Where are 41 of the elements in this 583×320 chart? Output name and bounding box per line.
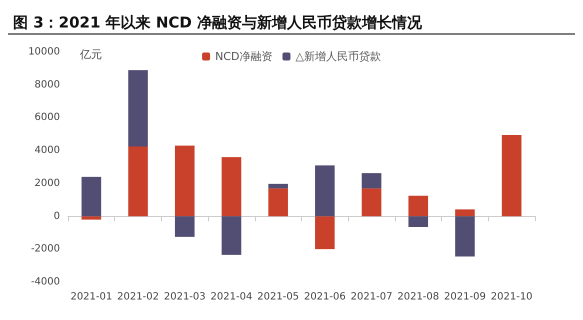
y-tick-label: 0	[54, 210, 60, 222]
bar	[174, 146, 195, 216]
x-tick-label: 2021-06	[304, 292, 346, 302]
bar	[315, 216, 335, 250]
y-axis-title: 亿元	[79, 48, 102, 61]
bar	[408, 196, 428, 216]
legend-label: △新增人民币贷款	[295, 50, 381, 63]
x-tick-label: 2021-09	[444, 292, 486, 302]
bar	[362, 188, 382, 216]
y-tick-label: 4000	[34, 145, 60, 156]
bar	[128, 70, 148, 146]
y-tick-label: 6000	[34, 112, 60, 124]
bar	[268, 188, 288, 216]
y-tick-label: 2000	[34, 178, 60, 189]
bar	[362, 173, 382, 188]
x-tick-label: 2021-08	[397, 292, 440, 302]
bar	[174, 216, 195, 237]
bar	[268, 184, 288, 188]
legend-label: NCD净融资	[215, 50, 272, 63]
y-tick-label: -4000	[30, 276, 60, 288]
bar	[82, 216, 102, 220]
y-tick-label: 10000	[28, 46, 60, 58]
bar	[455, 216, 475, 257]
bar	[315, 165, 335, 216]
y-tick-label: -2000	[30, 244, 60, 255]
x-tick-label: 2021-05	[257, 292, 300, 302]
bar	[502, 134, 522, 216]
x-tick-label: 2021-02	[117, 292, 159, 302]
bar	[408, 216, 428, 227]
x-tick-label: 2021-04	[210, 292, 252, 302]
y-tick-label: 8000	[34, 79, 60, 90]
x-tick-label: 2021-10	[490, 292, 533, 302]
bar	[222, 216, 242, 255]
x-tick-label: 2021-07	[350, 292, 392, 302]
bar	[222, 157, 242, 216]
x-tick-label: 2021-01	[70, 292, 112, 302]
chart-title: 图 3：2021 年以来 NCD 净融资与新增人民币贷款增长情况	[13, 14, 424, 32]
bar	[128, 146, 148, 216]
bar	[82, 176, 102, 216]
bar	[455, 209, 475, 216]
x-tick-label: 2021-03	[164, 292, 206, 302]
